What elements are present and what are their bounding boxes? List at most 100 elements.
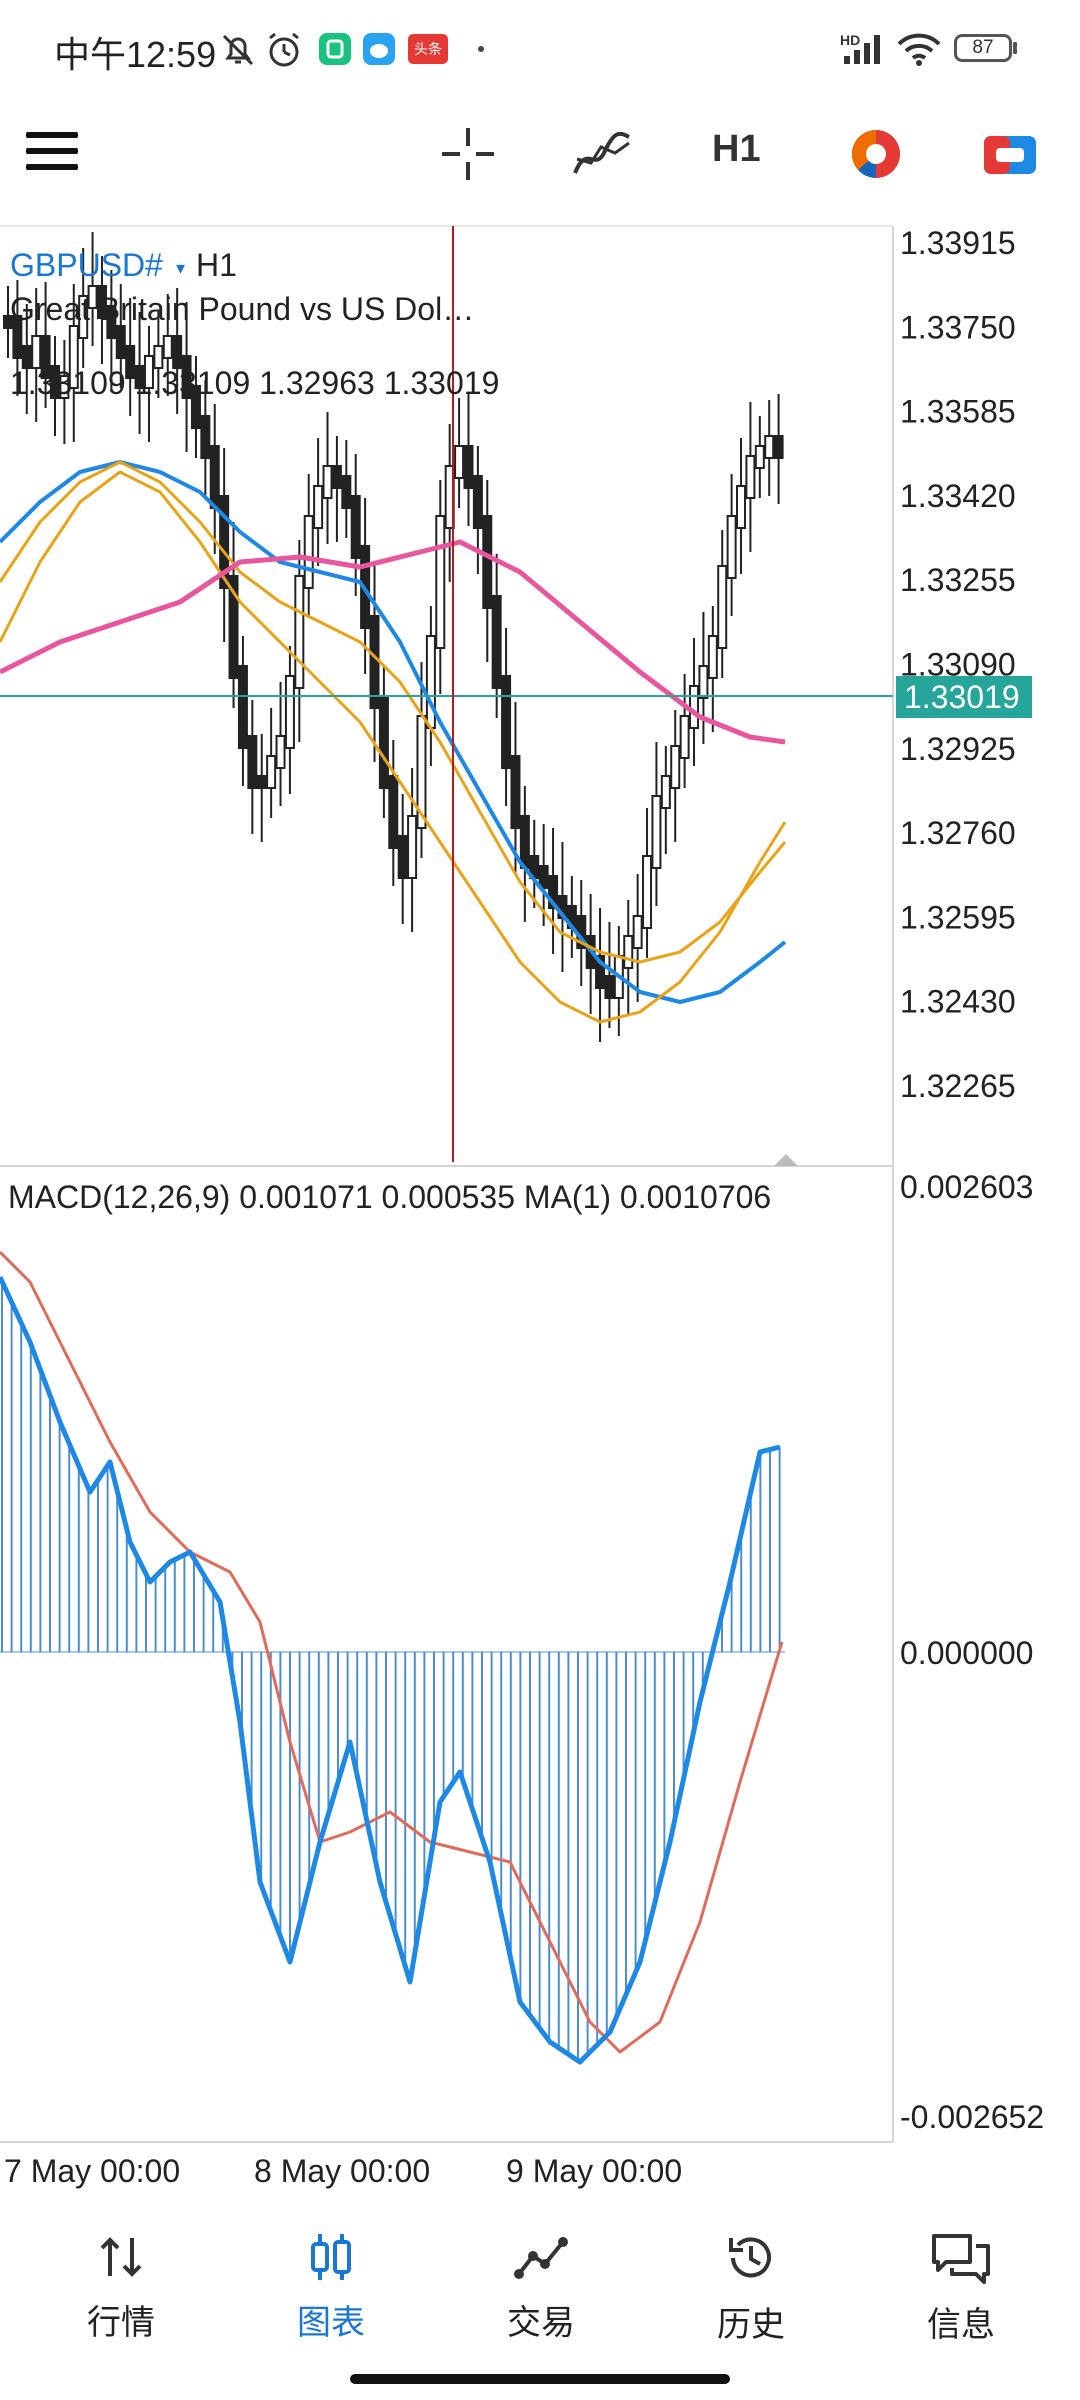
alarm-icon [269,32,299,67]
macd-level-bottom: -0.002652 [900,2099,1044,2135]
status-time: 中午12:59 [54,34,217,75]
price-level-label: 1.32760 [900,815,1016,851]
candle-body [435,515,446,649]
symbol-description: Great Britain Pound vs US Dol… [10,291,474,327]
candle-body [247,735,258,789]
candle-body [717,565,728,649]
ma-slow-line [0,539,786,745]
candle-body [773,435,784,459]
chart-toolbar: H1 [0,100,1080,204]
candle-body [181,355,192,399]
tab-chart-label: 图表 [297,2304,365,2342]
price-level-label: 1.33585 [900,394,1016,430]
macd-main-line [0,1275,781,2065]
candle-body [96,285,107,319]
macd-label: MACD(12,26,9) 0.001071 0.000535 MA(1) 0.… [8,1179,771,1215]
crosshair-button[interactable] [436,122,500,186]
candle-body [632,915,643,949]
trade-panel-icon [984,136,1036,174]
candle-body [754,445,765,469]
candle-body [595,955,606,989]
candle-body [78,295,89,339]
chart-area[interactable]: 1.33915 1.33750 1.33585 1.33420 1.33255 1.330… [0,222,1080,2212]
history-icon [729,2237,771,2278]
candle-body [482,515,493,609]
candle-body [519,815,530,869]
tab-quotes[interactable]: 行情 [46,2230,196,2360]
candle-body [501,675,512,769]
candle-body [21,345,32,369]
news-app-icon: 头条 [408,34,448,64]
candle-body [510,755,521,829]
app-notification-icon [319,33,351,65]
candle-body [397,835,408,879]
chart-icon [311,2234,351,2280]
candle-body [698,665,709,699]
candle-body [454,445,465,479]
battery-tip [1013,42,1017,54]
candle-body [660,775,671,809]
battery-level: 87 [972,37,994,58]
candle-body [726,515,737,579]
symbol-dropdown-arrow: ▾ [176,258,185,278]
price-level-label: 1.32925 [900,731,1016,767]
time-axis-label: 7 May 00:00 [4,2153,180,2189]
candle-body [134,365,145,389]
tab-messages[interactable]: 信息 [886,2230,1036,2360]
candle-body [472,475,483,529]
messages-icon [932,2234,990,2284]
candle-body [388,775,399,849]
menu-button[interactable] [26,128,80,174]
candle-body [341,475,352,509]
candle-body [190,385,201,429]
notification-dot [478,46,484,52]
one-click-trade-button[interactable] [978,122,1042,186]
candle-body [313,485,324,529]
candle-body [350,495,361,559]
candle-body [407,815,418,879]
chart-type-button[interactable] [844,122,908,186]
timeframe-button[interactable]: H1 [712,128,761,170]
status-bar: 中午12:59 头条 HD 87 [0,0,1080,96]
tab-trade[interactable]: 交易 [466,2230,616,2360]
current-price-label: 1.33019 [904,679,1020,715]
chart-canvas[interactable]: 1.33915 1.33750 1.33585 1.33420 1.33255 1.330… [0,222,1080,2212]
tab-chart[interactable]: 图表 [256,2230,406,2360]
indicator-curve-icon [573,131,630,174]
candle-body [209,445,220,509]
tab-messages-label: 信息 [927,2306,995,2344]
candle-body [463,445,474,489]
candle-body [689,685,700,729]
time-axis-label: 8 May 00:00 [254,2153,430,2189]
candle-body [31,335,42,369]
indicators-button[interactable] [570,122,634,186]
candle-body [623,935,634,969]
price-level-label: 1.33255 [900,562,1016,598]
candle-body [125,345,136,379]
network-type: HD [840,32,861,48]
tab-history[interactable]: 历史 [676,2230,826,2360]
crosshair-icon [442,128,494,180]
candle-body [228,575,239,679]
candle-body [68,325,79,389]
trade-icon [514,2237,568,2279]
price-level-label: 1.33915 [900,225,1016,261]
candle-body [40,335,51,379]
tab-history-label: 历史 [717,2306,785,2344]
candle-body [538,865,549,889]
candle-body [115,325,126,359]
candle-body [369,615,380,709]
candle-body [604,975,615,999]
current-price-tag [896,676,1032,718]
signal-icon [844,35,880,64]
tab-trade-label: 交易 [507,2304,575,2342]
candle-body [219,495,230,589]
candle-body [736,485,747,529]
candle-body [200,415,211,459]
candle-body [256,775,267,789]
tab-quotes-label: 行情 [87,2304,155,2342]
time-axis-label: 9 May 00:00 [506,2153,682,2189]
candle-body [12,315,23,359]
candle-body [153,345,164,369]
ma-fast-line [0,460,787,1004]
